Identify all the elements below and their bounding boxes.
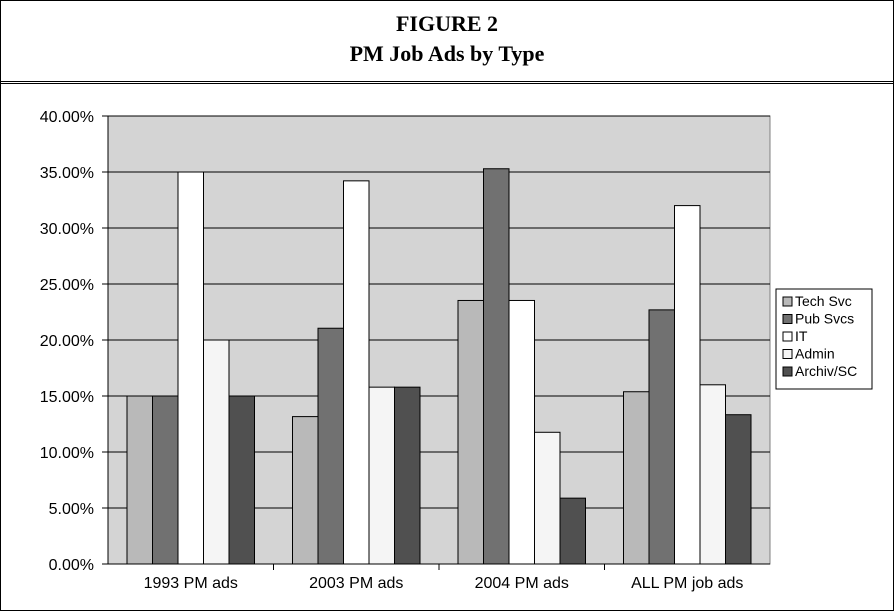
legend-label: Admin [795, 346, 835, 362]
bar [559, 497, 586, 565]
y-tick-label: 0.00% [49, 557, 94, 574]
bar [317, 327, 344, 565]
x-tick-label: 2003 PM ads [309, 575, 403, 592]
y-tick-label: 25.00% [40, 277, 94, 294]
figure-label: FIGURE 2 [395, 11, 499, 36]
legend-swatch [782, 366, 793, 377]
legend-label: Archiv/SC [795, 363, 857, 379]
legend-label: Tech Svc [795, 293, 852, 309]
x-tick-label: ALL PM job ads [631, 575, 743, 592]
bar [228, 395, 255, 565]
bar [368, 386, 395, 565]
legend-swatch [782, 349, 793, 359]
figure-header: FIGURE 2 PM Job Ads by Type [1, 1, 893, 84]
bar [343, 180, 370, 565]
y-tick-label: 10.00% [40, 445, 94, 462]
bar [699, 384, 726, 565]
y-tick-label: 40.00% [40, 109, 94, 126]
bar [457, 299, 484, 565]
legend-swatch [782, 331, 793, 342]
legend-label: IT [795, 328, 808, 344]
y-tick-label: 15.00% [40, 389, 94, 406]
legend-swatch [782, 314, 793, 324]
bar [203, 339, 230, 565]
legend-swatch [782, 296, 793, 307]
bar [126, 395, 153, 565]
x-tick-label: 2004 PM ads [475, 575, 569, 592]
y-tick-label: 20.00% [40, 333, 94, 350]
bar [177, 171, 204, 565]
bar [483, 168, 510, 565]
figure-title: PM Job Ads by Type [349, 41, 545, 66]
bar [152, 395, 179, 565]
bar [648, 309, 675, 565]
bar [674, 205, 701, 565]
bar [508, 299, 535, 565]
bar [725, 414, 752, 565]
y-tick-label: 30.00% [40, 221, 94, 238]
bar [394, 386, 421, 565]
legend-label: Pub Svcs [795, 311, 854, 327]
y-tick-label: 35.00% [40, 165, 94, 182]
x-tick-label: 1993 PM ads [144, 575, 238, 592]
bar [292, 416, 319, 565]
bar [534, 431, 561, 565]
y-tick-label: 5.00% [49, 501, 94, 518]
bar [623, 391, 650, 565]
